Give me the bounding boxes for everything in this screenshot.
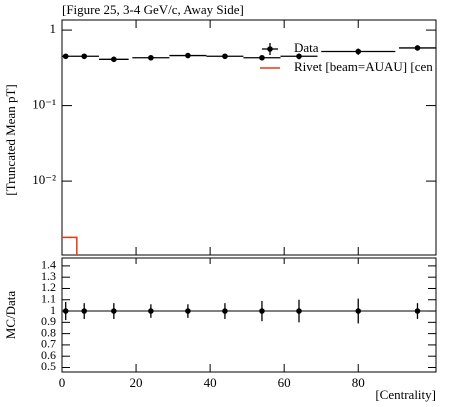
y-tick-label: 1.2 [41, 280, 56, 294]
data-point [259, 54, 265, 61]
data-point [111, 56, 117, 63]
data-point [62, 53, 69, 60]
ratio-point [355, 308, 362, 314]
x-axis-label: [Centrality] [375, 387, 436, 402]
ratio-point [296, 308, 302, 314]
ratio-point [185, 308, 191, 314]
y-tick-label: 1.3 [41, 269, 56, 283]
y-tick-label: 1.1 [41, 292, 56, 306]
legend-marker [267, 46, 273, 52]
data-point [185, 52, 191, 59]
y-tick-label: 0.6 [41, 348, 56, 362]
data-point [148, 54, 154, 61]
y-tick-label: 10⁻² [32, 172, 56, 187]
y-tick-label: 0.5 [41, 359, 56, 373]
data-point [222, 53, 228, 60]
data-point [81, 53, 88, 60]
ratio-y-axis-label: MC/Data [3, 291, 18, 340]
y-tick-label: 1 [50, 21, 57, 36]
ratio-point [222, 308, 228, 314]
data-point [296, 53, 302, 60]
y-tick-label: 0.9 [41, 314, 56, 328]
ratio-point [414, 308, 421, 314]
y-tick-label: 0.8 [41, 325, 56, 339]
ratio-point [111, 308, 117, 314]
y-axis-label: [Truncated Mean pT] [3, 84, 18, 195]
ratio-frame [61, 257, 437, 373]
data-point [414, 45, 421, 51]
x-tick-label: 80 [352, 375, 365, 390]
ratio-point [148, 308, 154, 314]
x-tick-label: 0 [59, 375, 66, 390]
y-tick-label: 1 [50, 303, 56, 317]
y-tick-label: 0.7 [41, 337, 56, 351]
main-frame [61, 19, 437, 256]
y-tick-label: 10⁻¹ [32, 97, 56, 112]
y-tick-label: 1.4 [41, 258, 56, 272]
ratio-point [259, 308, 265, 314]
x-tick-label: 20 [130, 375, 143, 390]
x-tick-label: 60 [278, 375, 291, 390]
ratio-point [81, 308, 88, 314]
x-tick-label: 40 [204, 375, 217, 390]
legend-label: Data [294, 40, 319, 55]
mc-step [62, 236, 78, 255]
legend-label: Rivet [beam=AUAU] [cen [294, 59, 433, 74]
data-point [355, 48, 362, 55]
chart-title: [Figure 25, 3-4 GeV/c, Away Side] [62, 2, 244, 17]
ratio-point [62, 308, 69, 314]
